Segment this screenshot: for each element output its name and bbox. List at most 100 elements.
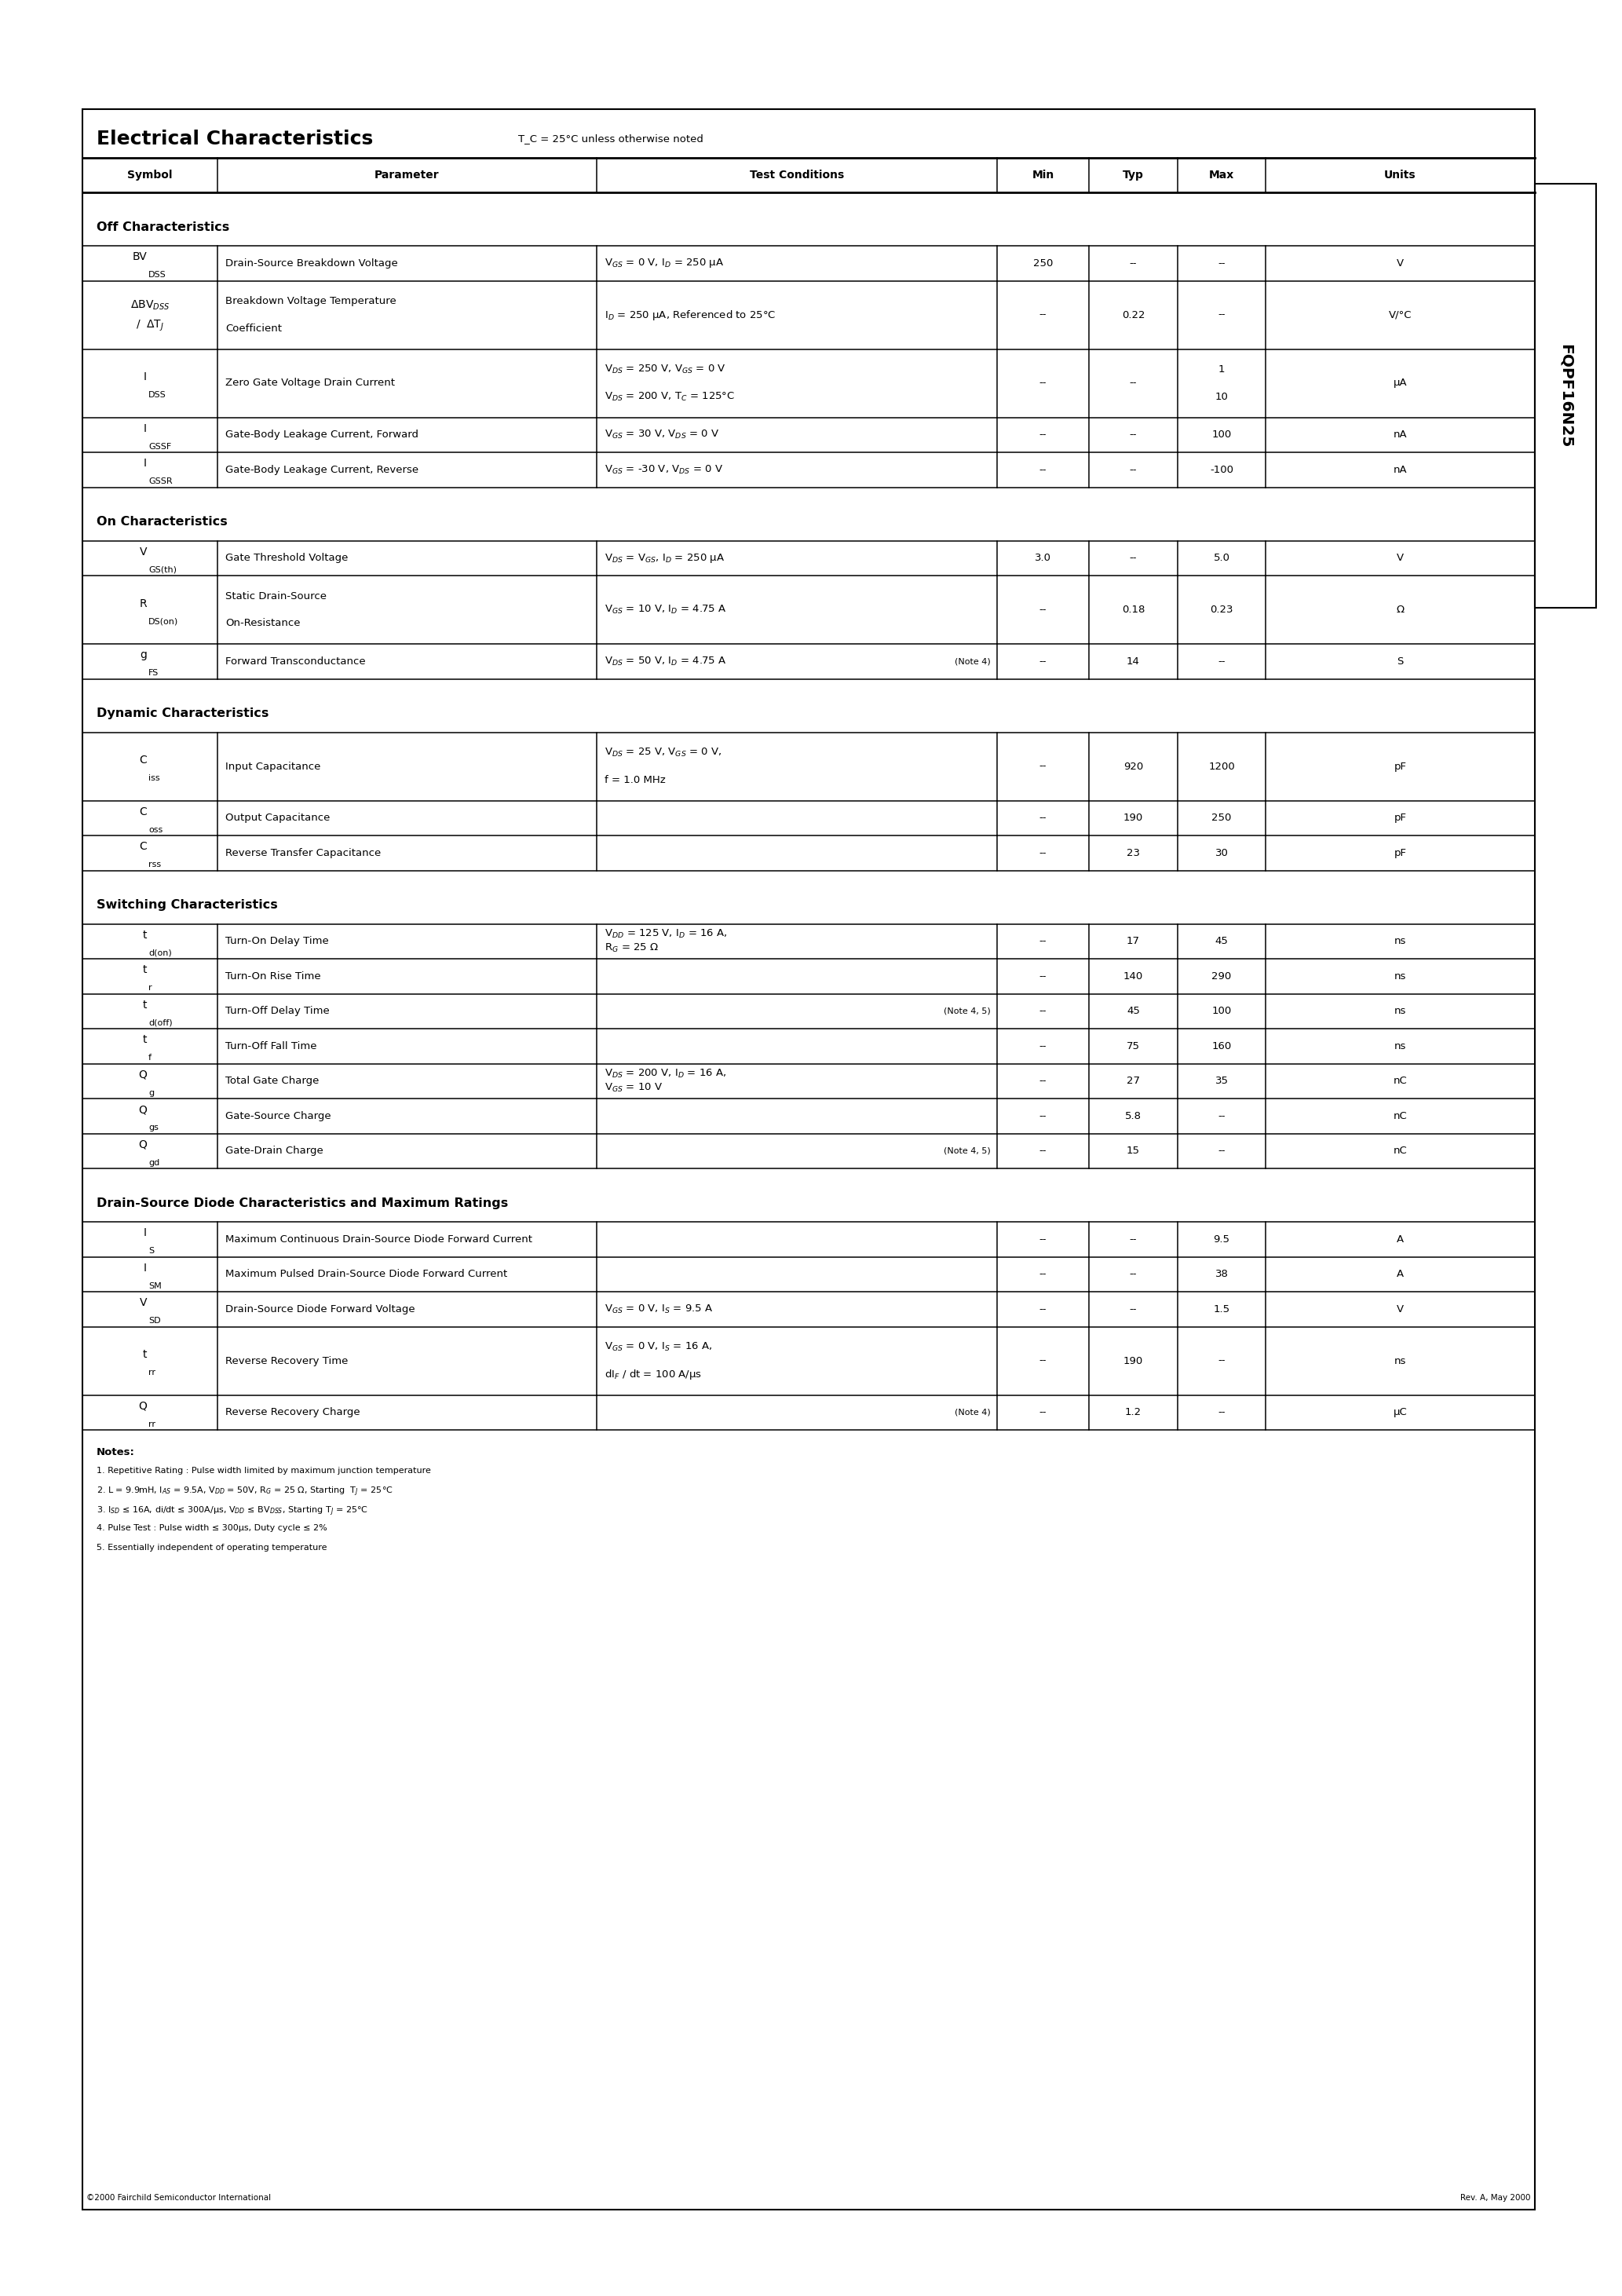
- Text: --: --: [1218, 1111, 1225, 1120]
- Text: Maximum Pulsed Drain-Source Diode Forward Current: Maximum Pulsed Drain-Source Diode Forwar…: [225, 1270, 508, 1279]
- Text: g: g: [139, 650, 148, 661]
- Text: Output Capacitance: Output Capacitance: [225, 813, 329, 822]
- Text: 5.0: 5.0: [1213, 553, 1229, 563]
- Text: g: g: [148, 1088, 154, 1097]
- Text: --: --: [1040, 1270, 1046, 1279]
- Text: --: --: [1040, 847, 1046, 859]
- Text: GSSF: GSSF: [148, 443, 172, 450]
- Bar: [1534, 184, 1596, 608]
- Text: pF: pF: [1393, 847, 1406, 859]
- Text: V: V: [1397, 257, 1403, 269]
- Text: Reverse Transfer Capacitance: Reverse Transfer Capacitance: [225, 847, 381, 859]
- Text: rss: rss: [148, 861, 161, 868]
- Text: Input Capacitance: Input Capacitance: [225, 762, 321, 771]
- Text: oss: oss: [148, 827, 162, 833]
- Text: 250: 250: [1212, 813, 1231, 822]
- Text: V$_{DS}$ = 50 V, I$_D$ = 4.75 A: V$_{DS}$ = 50 V, I$_D$ = 4.75 A: [605, 654, 727, 668]
- Text: Drain-Source Diode Forward Voltage: Drain-Source Diode Forward Voltage: [225, 1304, 415, 1313]
- Text: 38: 38: [1215, 1270, 1228, 1279]
- Text: V$_{DS}$ = 250 V, V$_{GS}$ = 0 V: V$_{DS}$ = 250 V, V$_{GS}$ = 0 V: [605, 363, 727, 377]
- Text: pF: pF: [1393, 762, 1406, 771]
- Text: Static Drain-Source: Static Drain-Source: [225, 590, 326, 602]
- Text: R: R: [139, 597, 148, 608]
- Text: 35: 35: [1215, 1077, 1228, 1086]
- Text: t: t: [143, 1033, 148, 1045]
- Text: Gate-Body Leakage Current, Forward: Gate-Body Leakage Current, Forward: [225, 429, 418, 441]
- Text: I: I: [144, 1228, 148, 1238]
- Text: Turn-On Rise Time: Turn-On Rise Time: [225, 971, 321, 980]
- Text: V$_{DS}$ = 200 V, T$_C$ = 125°C: V$_{DS}$ = 200 V, T$_C$ = 125°C: [605, 390, 735, 402]
- Text: 9.5: 9.5: [1213, 1235, 1229, 1244]
- Text: ns: ns: [1395, 1355, 1406, 1366]
- Text: --: --: [1040, 1407, 1046, 1417]
- Text: nC: nC: [1393, 1146, 1408, 1157]
- Text: nA: nA: [1393, 464, 1408, 475]
- Text: --: --: [1040, 971, 1046, 980]
- Text: (Note 4): (Note 4): [955, 1407, 991, 1417]
- Text: Switching Characteristics: Switching Characteristics: [97, 900, 277, 912]
- Text: gs: gs: [148, 1123, 159, 1132]
- Text: --: --: [1129, 1235, 1137, 1244]
- Text: V$_{DS}$ = 200 V, I$_D$ = 16 A,: V$_{DS}$ = 200 V, I$_D$ = 16 A,: [605, 1068, 727, 1079]
- Text: ns: ns: [1395, 1006, 1406, 1017]
- Text: ns: ns: [1395, 971, 1406, 980]
- Text: Q: Q: [138, 1139, 148, 1150]
- Text: 27: 27: [1127, 1077, 1140, 1086]
- Text: Coefficient: Coefficient: [225, 324, 282, 333]
- Text: --: --: [1129, 553, 1137, 563]
- Text: 190: 190: [1124, 813, 1144, 822]
- Text: nC: nC: [1393, 1077, 1408, 1086]
- Text: Max: Max: [1208, 170, 1234, 181]
- Text: --: --: [1040, 1235, 1046, 1244]
- Text: 160: 160: [1212, 1040, 1231, 1052]
- Text: DSS: DSS: [148, 390, 165, 400]
- Text: SD: SD: [148, 1318, 161, 1325]
- Text: 3. I$_{SD}$ ≤ 16A, di/dt ≤ 300A/μs, V$_{DD}$ ≤ BV$_{DSS}$, Starting T$_J$ = 25°C: 3. I$_{SD}$ ≤ 16A, di/dt ≤ 300A/μs, V$_{…: [97, 1504, 368, 1518]
- Text: V$_{GS}$ = 10 V, I$_D$ = 4.75 A: V$_{GS}$ = 10 V, I$_D$ = 4.75 A: [605, 604, 727, 615]
- Text: 2. L = 9.9mH, I$_{AS}$ = 9.5A, V$_{DD}$ = 50V, R$_G$ = 25 Ω, Starting  T$_J$ = 2: 2. L = 9.9mH, I$_{AS}$ = 9.5A, V$_{DD}$ …: [97, 1486, 393, 1499]
- Text: 0.22: 0.22: [1122, 310, 1145, 319]
- Text: GSSR: GSSR: [148, 478, 172, 484]
- Text: Total Gate Charge: Total Gate Charge: [225, 1077, 320, 1086]
- Text: 290: 290: [1212, 971, 1231, 980]
- Text: Q: Q: [138, 1401, 148, 1412]
- Text: t: t: [143, 964, 148, 976]
- Text: 3.0: 3.0: [1035, 553, 1051, 563]
- Text: V$_{DD}$ = 125 V, I$_D$ = 16 A,: V$_{DD}$ = 125 V, I$_D$ = 16 A,: [605, 928, 727, 941]
- Text: V$_{GS}$ = -30 V, V$_{DS}$ = 0 V: V$_{GS}$ = -30 V, V$_{DS}$ = 0 V: [605, 464, 723, 475]
- Text: gd: gd: [148, 1159, 159, 1166]
- Text: Gate Threshold Voltage: Gate Threshold Voltage: [225, 553, 349, 563]
- Text: 250: 250: [1033, 257, 1053, 269]
- Text: DS(on): DS(on): [148, 618, 178, 625]
- Text: --: --: [1040, 604, 1046, 615]
- Text: --: --: [1129, 464, 1137, 475]
- Text: --: --: [1040, 1111, 1046, 1120]
- Text: --: --: [1040, 1304, 1046, 1313]
- Text: Turn-Off Fall Time: Turn-Off Fall Time: [225, 1040, 316, 1052]
- Text: d(off): d(off): [148, 1019, 172, 1026]
- Text: Forward Transconductance: Forward Transconductance: [225, 657, 365, 666]
- Text: μA: μA: [1393, 379, 1408, 388]
- Text: A: A: [1397, 1270, 1403, 1279]
- Text: 1.5: 1.5: [1213, 1304, 1229, 1313]
- Text: Symbol: Symbol: [128, 170, 172, 181]
- Text: 17: 17: [1127, 937, 1140, 946]
- Text: Dynamic Characteristics: Dynamic Characteristics: [97, 707, 269, 719]
- Text: V$_{DS}$ = V$_{GS}$, I$_D$ = 250 μA: V$_{DS}$ = V$_{GS}$, I$_D$ = 250 μA: [605, 551, 725, 565]
- Text: Drain-Source Diode Characteristics and Maximum Ratings: Drain-Source Diode Characteristics and M…: [97, 1196, 508, 1210]
- Text: f = 1.0 MHz: f = 1.0 MHz: [605, 776, 665, 785]
- Text: SM: SM: [148, 1281, 162, 1290]
- Text: t: t: [143, 930, 148, 941]
- Text: --: --: [1218, 1146, 1225, 1157]
- Text: C: C: [139, 755, 148, 765]
- Text: Turn-Off Delay Time: Turn-Off Delay Time: [225, 1006, 329, 1017]
- Text: Breakdown Voltage Temperature: Breakdown Voltage Temperature: [225, 296, 396, 305]
- Text: Min: Min: [1032, 170, 1054, 181]
- Text: 23: 23: [1127, 847, 1140, 859]
- Text: 45: 45: [1215, 937, 1228, 946]
- Text: 140: 140: [1124, 971, 1144, 980]
- Text: -100: -100: [1210, 464, 1233, 475]
- Text: On-Resistance: On-Resistance: [225, 618, 300, 629]
- Text: 4. Pulse Test : Pulse width ≤ 300μs, Duty cycle ≤ 2%: 4. Pulse Test : Pulse width ≤ 300μs, Dut…: [97, 1525, 328, 1531]
- Text: 190: 190: [1124, 1355, 1144, 1366]
